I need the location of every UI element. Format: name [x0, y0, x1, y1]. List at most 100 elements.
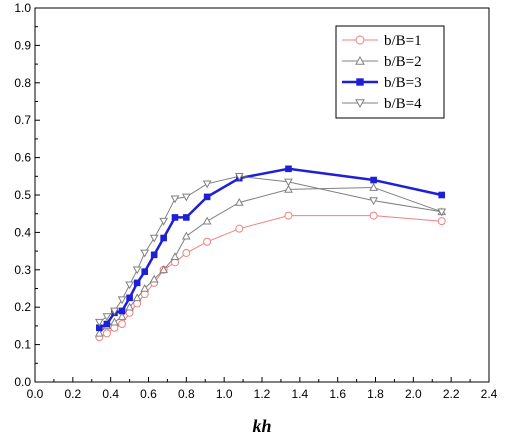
series-line: [99, 215, 442, 338]
data-point: [141, 268, 149, 275]
data-point: [149, 234, 159, 243]
legend-label: b/B=2: [384, 54, 422, 70]
series-layer: [94, 165, 447, 342]
x-tick-label: 1.0: [216, 387, 233, 401]
x-tick-label: 1.8: [367, 387, 384, 401]
series-line: [98, 167, 442, 329]
data-point: [94, 328, 104, 337]
x-tick-label: 1.6: [329, 387, 346, 401]
data-point: [369, 211, 378, 220]
y-tick-label: 0.8: [14, 76, 31, 90]
data-point: [126, 294, 133, 302]
data-point: [110, 317, 119, 326]
data-point: [202, 216, 212, 225]
data-point: [140, 249, 150, 258]
data-point: [182, 248, 191, 257]
y-tick-label: 0.4: [14, 225, 31, 239]
legend-entry: b/B=3: [342, 75, 422, 91]
x-tick-label: 0.6: [140, 387, 157, 401]
data-point: [118, 307, 126, 315]
data-point: [117, 296, 127, 305]
legend-entry: b/B=1: [342, 33, 422, 49]
data-point: [202, 180, 212, 189]
x-tick-label: 2.0: [405, 387, 422, 401]
data-point: [170, 195, 180, 204]
y-tick-label: 0.0: [14, 375, 31, 389]
data-point: [159, 265, 168, 274]
legend-label: b/B=1: [384, 33, 422, 49]
data-point: [284, 184, 293, 193]
y-tick-label: 0.6: [14, 151, 31, 165]
legend-label: b/B=4: [384, 96, 422, 112]
data-point: [149, 274, 159, 283]
x-tick-label: 0.8: [178, 387, 195, 401]
series-line: [99, 175, 442, 323]
data-point: [438, 191, 446, 199]
data-point: [437, 217, 446, 226]
data-point: [181, 231, 191, 240]
data-point: [370, 176, 377, 184]
data-point: [117, 312, 127, 320]
y-tick-label: 1.0: [14, 1, 31, 15]
data-point: [132, 293, 142, 302]
data-point: [103, 320, 111, 328]
data-point: [285, 165, 292, 173]
data-point: [234, 173, 244, 181]
data-point: [133, 279, 141, 287]
legend-marker: [355, 55, 365, 65]
legend-entry: b/B=4: [342, 96, 422, 112]
x-tick-label: 1.4: [291, 387, 308, 401]
data-point: [235, 224, 244, 233]
data-point: [437, 208, 447, 217]
data-point: [183, 214, 190, 221]
x-tick-label: 0.2: [64, 387, 81, 401]
legend-label: b/B=3: [384, 75, 422, 91]
y-axis: 0.0 0.1 0.2 0.3 0.4 0.5 0.6 0.7 0.8 0.9 1.0: [14, 1, 40, 389]
y-tick-label: 0.1: [14, 338, 31, 352]
data-point: [181, 193, 191, 202]
data-point: [132, 266, 142, 275]
series-1: [95, 211, 446, 342]
data-point: [369, 197, 378, 206]
x-tick-label: 2.4: [481, 387, 498, 401]
data-point: [203, 237, 212, 246]
y-tick-label: 0.2: [14, 300, 31, 314]
data-point: [369, 182, 378, 191]
data-point: [160, 234, 167, 242]
series-2: [94, 182, 447, 337]
x-tick-label: 2.2: [443, 387, 460, 401]
series-3: [96, 165, 446, 332]
data-point: [170, 252, 180, 261]
x-tick-label: 0.4: [102, 387, 119, 401]
y-tick-label: 0.3: [14, 263, 31, 277]
legend: b/B=1 b/B=2 b/B=3 b/B=4: [335, 25, 445, 119]
data-point: [140, 283, 150, 292]
x-axis: 0.0 0.2 0.4 0.6 0.8 1.0 1.2 1.4 1.6 1.8 2.0 2.2 2.4: [27, 377, 498, 401]
data-point: [284, 211, 293, 220]
y-tick-label: 0.5: [14, 188, 31, 202]
data-point: [203, 193, 211, 201]
x-axis-title: kh: [252, 416, 271, 436]
legend-marker: [355, 99, 365, 109]
legend-marker: [356, 78, 364, 86]
data-point: [125, 302, 134, 311]
data-point: [284, 178, 293, 187]
x-tick-label: 0.0: [27, 387, 44, 401]
legend-entry: b/B=2: [342, 54, 422, 70]
series-4: [94, 173, 447, 327]
data-point: [102, 313, 112, 322]
legend-marker: [355, 35, 365, 45]
data-point: [110, 307, 119, 316]
data-point: [234, 197, 244, 206]
x-tick-label: 1.2: [254, 387, 271, 401]
data-point: [102, 329, 111, 338]
data-point: [118, 320, 127, 329]
y-tick-label: 0.7: [14, 113, 31, 127]
data-point: [94, 318, 104, 327]
data-point: [125, 281, 134, 290]
data-point: [150, 251, 158, 259]
y-tick-label: 0.9: [14, 38, 31, 52]
data-point: [159, 217, 168, 226]
data-point: [171, 214, 179, 221]
